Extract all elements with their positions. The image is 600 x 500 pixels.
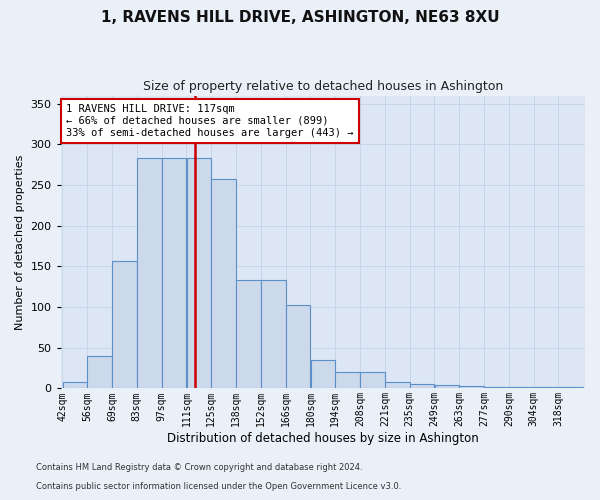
Text: Contains HM Land Registry data © Crown copyright and database right 2024.: Contains HM Land Registry data © Crown c… (36, 464, 362, 472)
Y-axis label: Number of detached properties: Number of detached properties (15, 154, 25, 330)
Text: 1, RAVENS HILL DRIVE, ASHINGTON, NE63 8XU: 1, RAVENS HILL DRIVE, ASHINGTON, NE63 8X… (101, 10, 499, 25)
Bar (236, 280, 261, 388)
Bar (311, 360, 335, 388)
Bar (112, 260, 137, 388)
Bar (410, 384, 434, 388)
Bar (434, 385, 459, 388)
Bar (559, 387, 583, 388)
Bar (62, 382, 87, 388)
X-axis label: Distribution of detached houses by size in Ashington: Distribution of detached houses by size … (167, 432, 479, 445)
Bar (533, 387, 559, 388)
Bar (360, 372, 385, 388)
Bar (211, 180, 236, 388)
Text: 1 RAVENS HILL DRIVE: 117sqm
← 66% of detached houses are smaller (899)
33% of se: 1 RAVENS HILL DRIVE: 117sqm ← 66% of det… (66, 104, 353, 138)
Bar (460, 386, 484, 388)
Bar (286, 304, 310, 388)
Title: Size of property relative to detached houses in Ashington: Size of property relative to detached ho… (143, 80, 503, 93)
Bar (335, 372, 360, 388)
Bar (261, 280, 286, 388)
Bar (484, 387, 509, 388)
Text: Contains public sector information licensed under the Open Government Licence v3: Contains public sector information licen… (36, 482, 401, 491)
Bar (385, 382, 410, 388)
Bar (509, 387, 533, 388)
Bar (137, 158, 161, 388)
Bar (162, 158, 187, 388)
Bar (187, 158, 211, 388)
Bar (88, 356, 112, 388)
